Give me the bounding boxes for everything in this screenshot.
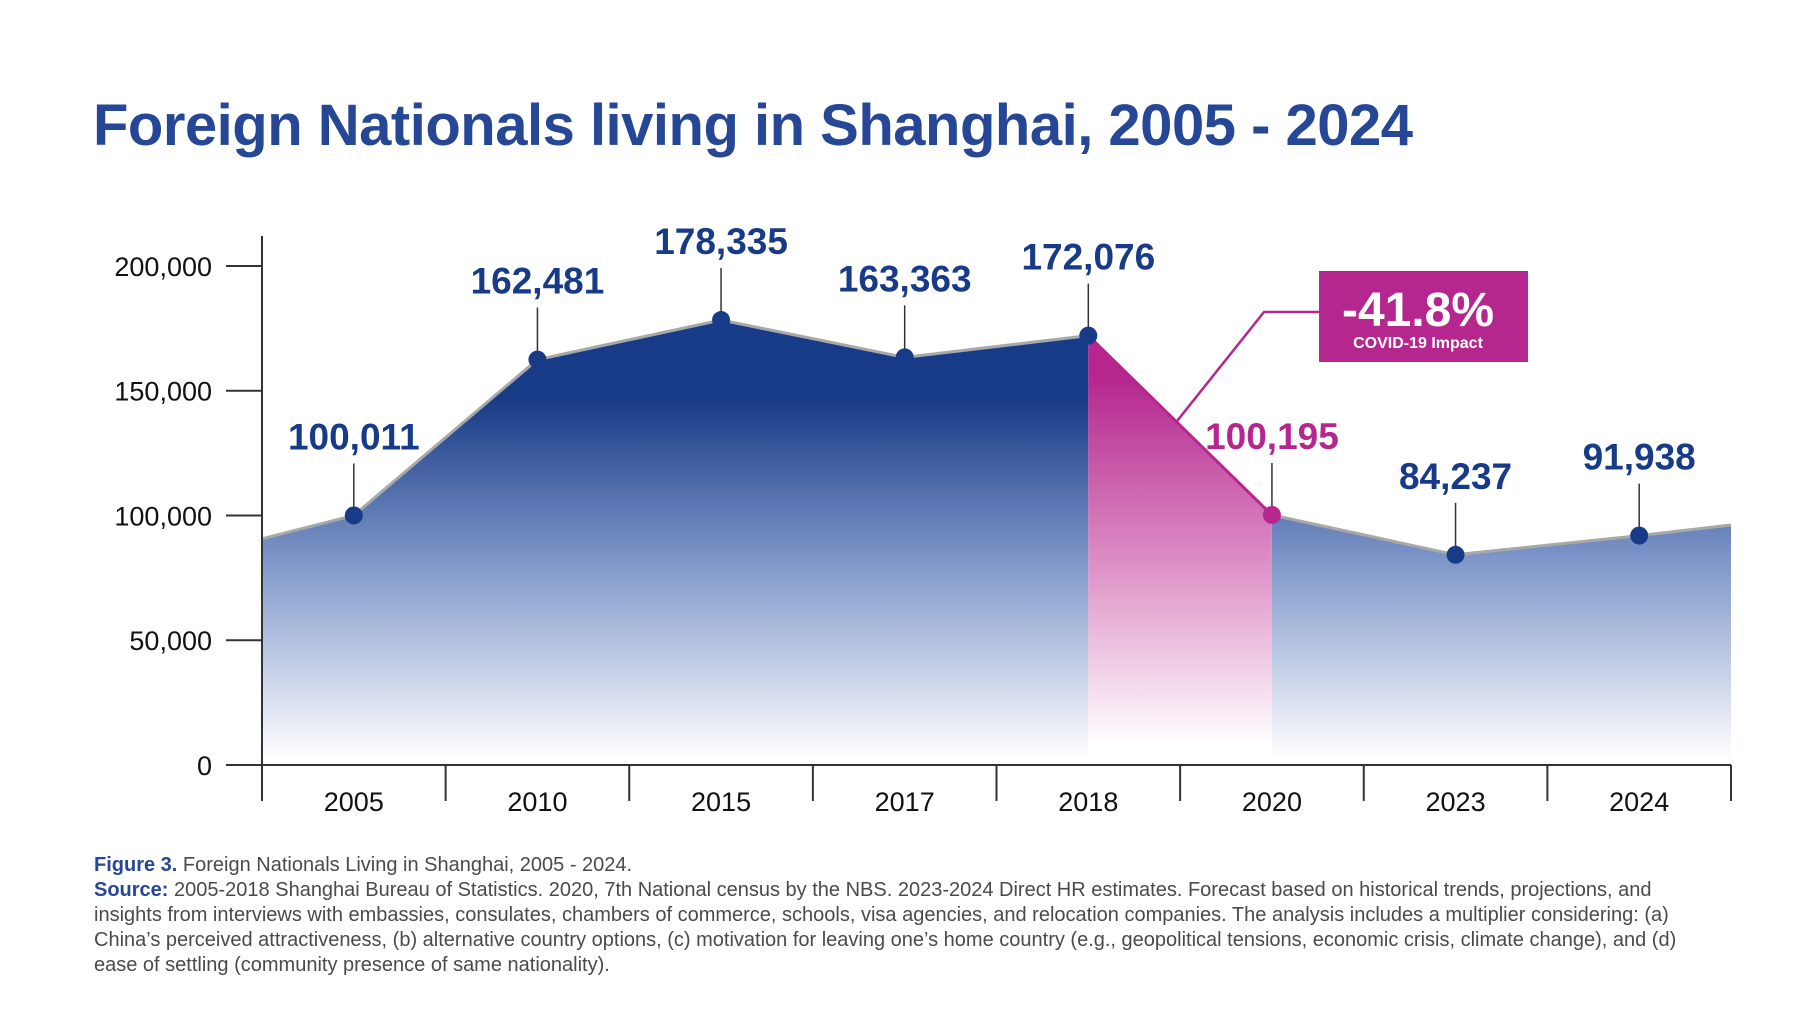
figure-label: Figure 3. (94, 854, 178, 876)
area-fill-pre-covid (262, 320, 1089, 765)
figure-caption: Figure 3. Foreign Nationals Living in Sh… (94, 853, 1714, 978)
data-label: 163,363 (838, 258, 972, 299)
y-tick-label: 150,000 (114, 377, 212, 407)
y-tick-label: 0 (197, 751, 212, 781)
y-tick-label: 100,000 (114, 501, 212, 531)
data-label: 172,076 (1021, 237, 1155, 278)
x-tick-label: 2015 (691, 787, 751, 817)
data-point (1262, 505, 1281, 524)
area-fill-covid-decline (1088, 335, 1272, 765)
series-line-post-covid (1271, 513, 1732, 557)
data-point (1630, 526, 1649, 545)
series-line-covid-decline (1087, 334, 1273, 517)
callout-connector-line (1175, 310, 1319, 423)
callout-box (1319, 271, 1528, 362)
data-point (1446, 545, 1465, 564)
x-tick-label: 2024 (1609, 787, 1669, 817)
data-label: 178,335 (654, 221, 788, 262)
source-label: Source: (94, 879, 169, 901)
y-tick-label: 50,000 (129, 626, 212, 656)
x-tick-label: 2018 (1058, 787, 1118, 817)
data-point (344, 506, 363, 525)
data-point (895, 348, 914, 367)
y-tick-label: 200,000 (114, 252, 212, 282)
data-label: 100,195 (1205, 416, 1339, 457)
series-line-pre-covid (261, 318, 1089, 541)
callout-value: -41.8% (1342, 284, 1494, 337)
x-tick-label: 2020 (1242, 787, 1302, 817)
figure-text: Foreign Nationals Living in Shanghai, 20… (177, 854, 633, 876)
data-point (528, 350, 547, 369)
figure-caption-line: Figure 3. Foreign Nationals Living in Sh… (94, 853, 1714, 878)
chart-title: Foreign Nationals living in Shanghai, 20… (93, 93, 1413, 158)
x-tick-label: 2023 (1426, 787, 1486, 817)
data-label: 162,481 (471, 261, 605, 302)
x-tick-label: 2010 (507, 787, 567, 817)
covid-impact-callout: -41.8% COVID-19 Impact (1175, 271, 1528, 423)
data-label: 100,011 (288, 416, 420, 457)
data-label: 91,938 (1583, 437, 1696, 478)
callout-label: COVID-19 Impact (1353, 335, 1483, 352)
data-point (1079, 326, 1098, 345)
source-text: 2005-2018 Shanghai Bureau of Statistics.… (94, 879, 1677, 976)
source-note: Source: 2005-2018 Shanghai Bureau of Sta… (94, 878, 1714, 978)
x-tick-label: 2005 (324, 787, 384, 817)
data-point (712, 311, 731, 330)
x-tick-label: 2017 (875, 787, 935, 817)
data-label: 84,237 (1399, 456, 1512, 497)
area-fill-post-covid (1271, 515, 1731, 765)
